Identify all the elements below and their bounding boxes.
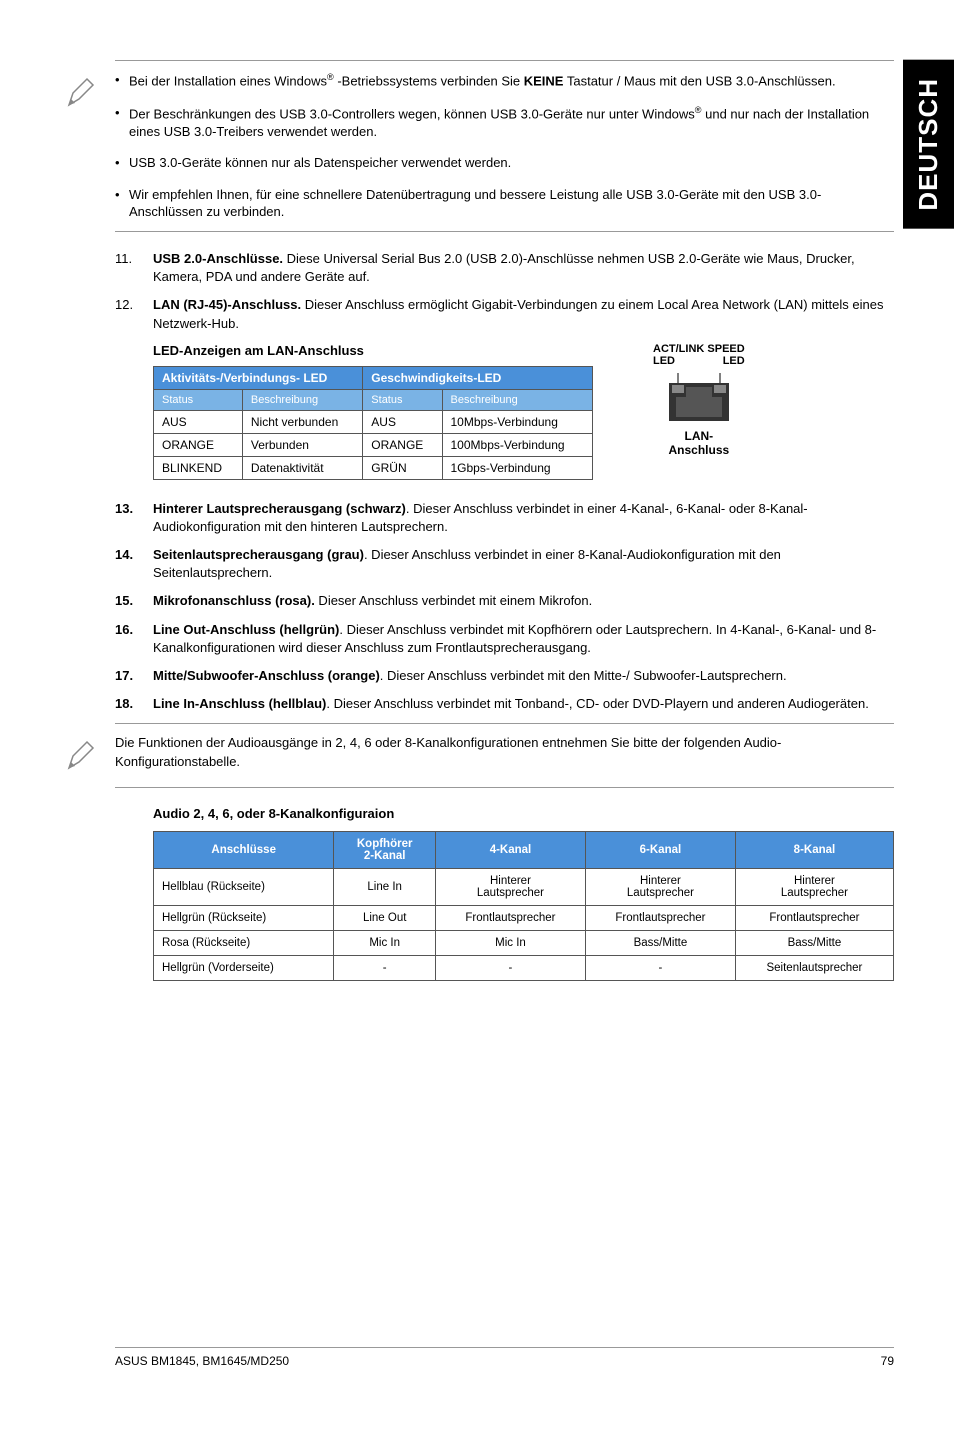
led-col-header: Aktivitäts-/Verbindungs- LED [154,366,363,389]
item-number: 15. [115,592,153,610]
led-table-title: LED-Anzeigen am LAN-Anschluss [153,343,593,358]
item-text: Mitte/Subwoofer-Anschluss (orange). Dies… [153,667,894,685]
table-row: Hellgrün (Rückseite)Line OutFrontlautspr… [154,906,894,931]
page-footer: ASUS BM1845, BM1645/MD250 79 [115,1347,894,1368]
item-text: USB 2.0-Anschlüsse. Diese Universal Seri… [153,250,894,286]
footer-model: ASUS BM1845, BM1645/MD250 [115,1354,289,1368]
led-table-section: LED-Anzeigen am LAN-Anschluss Aktivitäts… [153,343,894,480]
table-row: BLINKENDDatenaktivitätGRÜN1Gbps-Verbindu… [154,456,593,479]
list-item: 13.Hinterer Lautsprecherausgang (schwarz… [115,500,894,536]
led-sub-header: Status [363,389,442,410]
item-number: 14. [115,546,153,582]
list-item-11: 11. USB 2.0-Anschlüsse. Diese Universal … [115,250,894,286]
rj45-port-icon [664,373,734,423]
list-item: 18.Line In-Anschluss (hellblau). Dieser … [115,695,894,713]
page-content: Bei der Installation eines Windows® -Bet… [0,0,954,1398]
table-row: ORANGEVerbundenORANGE100Mbps-Verbindung [154,433,593,456]
footer-page-number: 79 [881,1354,894,1368]
audio-col-header: Kopfhörer2-Kanal [334,832,436,869]
item-number: 12. [115,296,153,332]
led-sub-header: Beschreibung [242,389,362,410]
item-text: LAN (RJ-45)-Anschluss. Dieser Anschluss … [153,296,894,332]
table-row: Rosa (Rückseite)Mic InMic InBass/MitteBa… [154,931,894,956]
audio-col-header: 6-Kanal [585,832,735,869]
audio-col-header: 8-Kanal [735,832,893,869]
item-text: Line In-Anschluss (hellblau). Dieser Ans… [153,695,894,713]
item-number: 11. [115,250,153,286]
note-item: Bei der Installation eines Windows® -Bet… [115,71,894,90]
list-item: 16.Line Out-Anschluss (hellgrün). Dieser… [115,621,894,657]
list-item: 14.Seitenlautsprecherausgang (grau). Die… [115,546,894,582]
item-text: Hinterer Lautsprecherausgang (schwarz). … [153,500,894,536]
item-number: 13. [115,500,153,536]
pencil-icon [63,75,99,114]
lan-port-diagram: ACT/LINK SPEED LEDLED LAN-Anschluss [653,343,745,457]
item-number: 17. [115,667,153,685]
item-text: Mikrofonanschluss (rosa). Dieser Anschlu… [153,592,894,610]
led-sub-header: Status [154,389,243,410]
item-number: 16. [115,621,153,657]
item-number: 18. [115,695,153,713]
led-sub-header: Beschreibung [442,389,593,410]
item-text: Seitenlautsprecherausgang (grau). Dieser… [153,546,894,582]
pencil-icon [63,738,99,777]
list-item: 15.Mikrofonanschluss (rosa). Dieser Ansc… [115,592,894,610]
note-item: Der Beschränkungen des USB 3.0-Controlle… [115,104,894,140]
note-block-usb3: Bei der Installation eines Windows® -Bet… [115,60,894,232]
led-col-header: Geschwindigkeits-LED [363,366,593,389]
audio-col-header: 4-Kanal [435,832,585,869]
table-row: Hellgrün (Vorderseite)---Seitenlautsprec… [154,956,894,981]
audio-table-title: Audio 2, 4, 6, oder 8-Kanalkonfiguraion [153,806,894,821]
audio-config-table: AnschlüsseKopfhörer2-Kanal4-Kanal6-Kanal… [153,831,894,981]
item-text: Line Out-Anschluss (hellgrün). Dieser An… [153,621,894,657]
audio-col-header: Anschlüsse [154,832,334,869]
note-block-audio: Die Funktionen der Audioausgänge in 2, 4… [115,723,894,788]
table-row: AUSNicht verbundenAUS10Mbps-Verbindung [154,410,593,433]
list-item-12: 12. LAN (RJ-45)-Anschluss. Dieser Anschl… [115,296,894,332]
note-list-usb3: Bei der Installation eines Windows® -Bet… [115,71,894,221]
audio-table-section: Audio 2, 4, 6, oder 8-Kanalkonfiguraion … [153,806,894,981]
note-text: Die Funktionen der Audioausgänge in 2, 4… [115,734,894,770]
note-item: USB 3.0-Geräte können nur als Datenspeic… [115,154,894,172]
list-item: 17.Mitte/Subwoofer-Anschluss (orange). D… [115,667,894,685]
note-item: Wir empfehlen Ihnen, für eine schnellere… [115,186,894,221]
led-table: Aktivitäts-/Verbindungs- LED Geschwindig… [153,366,593,480]
table-row: Hellblau (Rückseite)Line InHintererLauts… [154,869,894,906]
